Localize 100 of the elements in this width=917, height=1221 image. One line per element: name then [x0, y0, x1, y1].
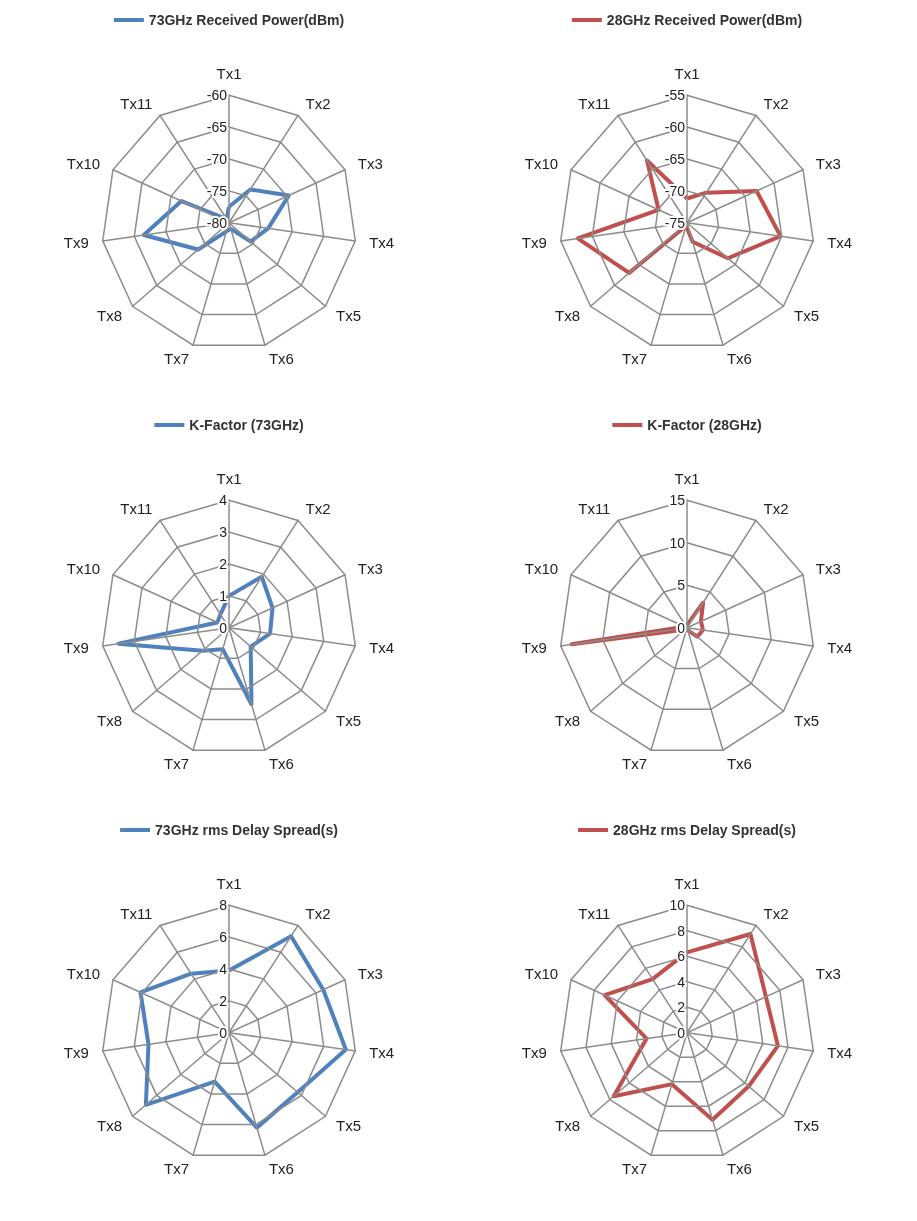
- legend-label: 28GHz rms Delay Spread(s): [613, 822, 796, 838]
- spoke-label: Tx7: [622, 1160, 648, 1178]
- y-tick-label: -65: [206, 119, 228, 136]
- y-tick-label: 15: [669, 492, 686, 509]
- spoke-label: Tx2: [305, 905, 331, 923]
- spoke-label: Tx3: [357, 965, 383, 983]
- spoke-label: Tx9: [521, 234, 547, 252]
- y-tick-label: 10: [669, 897, 686, 914]
- spoke-label: Tx2: [305, 95, 331, 113]
- spoke-label: Tx6: [726, 350, 752, 368]
- spoke-label: Tx11: [578, 905, 611, 923]
- legend-label: 73GHz rms Delay Spread(s): [155, 822, 338, 838]
- y-tick-label: -70: [206, 150, 228, 167]
- spoke-label: Tx8: [96, 711, 122, 729]
- spoke-label: Tx8: [554, 711, 580, 729]
- spoke-label: Tx3: [815, 965, 841, 983]
- spoke-label: Tx9: [63, 234, 89, 252]
- y-tick-label: 0: [677, 619, 686, 636]
- spoke-label: Tx6: [726, 755, 752, 773]
- spoke-label: Tx1: [216, 875, 242, 893]
- spoke-label: Tx10: [66, 155, 101, 173]
- spoke-label: Tx1: [674, 875, 700, 893]
- spoke-label: Tx2: [763, 95, 789, 113]
- spoke-label: Tx6: [268, 350, 294, 368]
- legend-label: K-Factor (73GHz): [189, 417, 304, 433]
- y-tick-label: -70: [664, 182, 686, 199]
- spoke-label: Tx5: [336, 711, 362, 729]
- y-tick-label: -65: [664, 150, 686, 167]
- spoke-label: Tx7: [164, 755, 190, 773]
- spoke-label: Tx5: [336, 306, 362, 324]
- spoke-label: Tx4: [369, 639, 395, 657]
- y-tick-label: 8: [677, 922, 686, 939]
- y-tick-label: 6: [219, 929, 228, 946]
- spoke-label: Tx4: [369, 1044, 395, 1062]
- spoke-label: Tx10: [66, 560, 101, 578]
- spoke-label: Tx4: [369, 234, 395, 252]
- spoke-label: Tx10: [524, 965, 559, 983]
- spoke-label: Tx2: [305, 500, 331, 518]
- spoke-label: Tx5: [794, 711, 820, 729]
- spoke-label: Tx1: [216, 65, 242, 83]
- spoke-label: Tx1: [216, 470, 242, 488]
- spoke-label: Tx10: [524, 155, 559, 173]
- spoke-label: Tx5: [794, 306, 820, 324]
- y-tick-label: 2: [677, 999, 686, 1016]
- spoke-label: Tx5: [336, 1116, 362, 1134]
- y-tick-label: 8: [219, 897, 228, 914]
- spoke-label: Tx1: [674, 65, 700, 83]
- spoke-label: Tx7: [622, 755, 648, 773]
- spoke-label: Tx2: [763, 500, 789, 518]
- legend-label: 73GHz Received Power(dBm): [148, 12, 345, 28]
- spoke-label: Tx2: [763, 905, 789, 923]
- spoke-label: Tx6: [268, 1160, 294, 1178]
- spoke-label: Tx9: [521, 1044, 547, 1062]
- spoke-label: Tx9: [63, 1044, 89, 1062]
- spoke-label: Tx9: [521, 639, 547, 657]
- spoke-label: Tx10: [524, 560, 559, 578]
- y-tick-label: -75: [206, 182, 228, 199]
- spoke-label: Tx8: [554, 1116, 580, 1134]
- y-tick-label: 3: [219, 524, 228, 541]
- spoke-label: Tx1: [674, 470, 700, 488]
- spoke-label: Tx7: [164, 1160, 190, 1178]
- y-tick-label: -60: [206, 87, 228, 104]
- spoke-label: Tx3: [815, 560, 841, 578]
- y-tick-label: -55: [664, 87, 686, 104]
- y-tick-label: 0: [677, 1024, 686, 1041]
- y-tick-label: -80: [206, 214, 228, 231]
- spoke-label: Tx6: [726, 1160, 752, 1178]
- spoke-label: Tx3: [357, 560, 383, 578]
- y-tick-label: 2: [219, 555, 228, 572]
- y-tick-label: -60: [664, 119, 686, 136]
- spoke-label: Tx3: [815, 155, 841, 173]
- spoke-label: Tx4: [827, 639, 853, 657]
- spoke-label: Tx8: [554, 306, 580, 324]
- spoke-label: Tx4: [827, 234, 853, 252]
- spoke-label: Tx10: [66, 965, 101, 983]
- y-tick-label: 0: [219, 1024, 228, 1041]
- y-tick-label: 10: [669, 534, 686, 551]
- spoke-label: Tx6: [268, 755, 294, 773]
- y-tick-label: -75: [664, 214, 686, 231]
- spoke-label: Tx5: [794, 1116, 820, 1134]
- spoke-label: Tx11: [578, 500, 611, 518]
- spoke-label: Tx11: [120, 905, 153, 923]
- y-tick-label: 1: [219, 587, 228, 604]
- spoke-label: Tx11: [120, 95, 153, 113]
- spoke-label: Tx8: [96, 1116, 122, 1134]
- spoke-label: Tx11: [120, 500, 153, 518]
- legend-label: 28GHz Received Power(dBm): [606, 12, 803, 28]
- spoke-label: Tx3: [357, 155, 383, 173]
- y-tick-label: 4: [677, 973, 686, 990]
- spoke-label: Tx8: [96, 306, 122, 324]
- y-tick-label: 2: [219, 992, 228, 1009]
- legend-label: K-Factor (28GHz): [647, 417, 762, 433]
- spoke-label: Tx9: [63, 639, 89, 657]
- y-tick-label: 5: [677, 577, 686, 594]
- spoke-label: Tx4: [827, 1044, 853, 1062]
- spoke-label: Tx11: [578, 95, 611, 113]
- spoke-label: Tx7: [622, 350, 648, 368]
- y-tick-label: 0: [219, 619, 228, 636]
- spoke-label: Tx7: [164, 350, 190, 368]
- y-tick-label: 4: [219, 492, 228, 509]
